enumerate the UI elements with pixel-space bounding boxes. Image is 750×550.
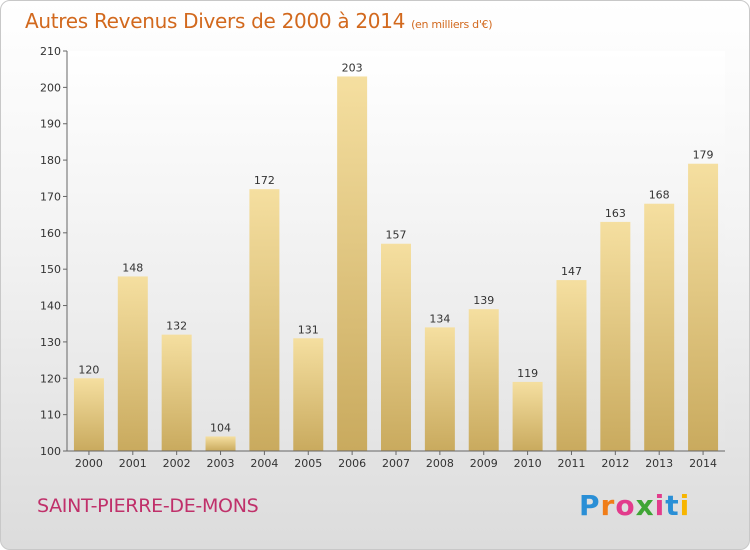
bar-2000 — [73, 378, 104, 451]
value-label-2003: 104 — [210, 421, 231, 434]
bars-group: 120 148 132 104 172 131 203 157 134 139 119 147 163 1… — [73, 61, 719, 452]
bar-2005 — [293, 338, 324, 451]
chart-title-text: Autres Revenus Divers de 2000 à 2014 — [25, 9, 406, 33]
value-label-2009: 139 — [473, 294, 494, 307]
x-tick-label-2014: 2014 — [689, 457, 717, 470]
bar-2007 — [381, 243, 411, 451]
logo-letter: t — [665, 489, 680, 522]
x-tick-label-2003: 2003 — [207, 457, 235, 470]
value-label-2004: 172 — [254, 174, 275, 187]
value-label-2002: 132 — [166, 320, 187, 333]
value-label-2000: 120 — [78, 363, 99, 376]
value-label-2013: 168 — [649, 189, 670, 202]
x-tick-label-2010: 2010 — [514, 457, 542, 470]
y-tick-label: 210 — [40, 45, 61, 58]
chart-title: Autres Revenus Divers de 2000 à 2014 (en … — [25, 9, 493, 33]
x-tick-label-2005: 2005 — [294, 457, 322, 470]
value-label-2008: 134 — [429, 312, 450, 325]
logo-letter: i — [679, 489, 691, 522]
proxiti-logo: Proxiti — [579, 489, 690, 522]
x-tick-label-2002: 2002 — [163, 457, 191, 470]
x-tick-label-2001: 2001 — [119, 457, 147, 470]
logo-letter: o — [615, 489, 636, 522]
bar-2004 — [249, 189, 280, 451]
y-tick-label: 180 — [40, 154, 61, 167]
bar-2014 — [688, 163, 719, 451]
value-label-2011: 147 — [561, 265, 582, 278]
bar-2002 — [161, 334, 192, 451]
y-tick-label: 130 — [40, 336, 61, 349]
bar-2009 — [468, 309, 499, 451]
x-tick-label-2007: 2007 — [382, 457, 410, 470]
value-label-2007: 157 — [386, 229, 407, 242]
y-tick-label: 190 — [40, 118, 61, 131]
logo-letter: x — [635, 489, 655, 522]
y-tick-label: 150 — [40, 263, 61, 276]
value-label-2005: 131 — [298, 323, 319, 336]
logo-letter: r — [600, 489, 616, 522]
x-axis: 2000 2001 2002 2003 2004 2005 2006 2007 2008 2009… — [67, 450, 725, 470]
logo-letter: i — [654, 489, 666, 522]
x-tick-label-2004: 2004 — [250, 457, 278, 470]
bar-2011 — [556, 280, 587, 451]
y-tick-label: 140 — [40, 300, 61, 313]
y-tick-label: 170 — [40, 190, 61, 203]
bar-2012 — [600, 221, 631, 451]
y-tick-label: 110 — [40, 409, 61, 422]
value-label-2014: 179 — [693, 149, 714, 162]
y-tick-label: 100 — [40, 445, 61, 458]
bar-2001 — [117, 276, 148, 451]
x-tick-label-2008: 2008 — [426, 457, 454, 470]
value-label-2006: 203 — [342, 61, 363, 74]
bar-2003 — [205, 436, 236, 451]
town-name: SAINT-PIERRE-DE-MONS — [37, 495, 259, 517]
value-label-2010: 119 — [517, 367, 538, 380]
x-tick-label-2006: 2006 — [338, 457, 366, 470]
x-tick-label-2012: 2012 — [601, 457, 629, 470]
bar-2010 — [512, 381, 543, 451]
value-label-2012: 163 — [605, 207, 626, 220]
x-tick-label-2011: 2011 — [557, 457, 585, 470]
bar-2013 — [644, 203, 675, 451]
logo-letter: P — [579, 489, 601, 522]
value-label-2001: 148 — [122, 261, 143, 274]
y-tick-label: 160 — [40, 227, 61, 240]
bar-2008 — [424, 327, 455, 451]
y-axis: 100 110 120 130 140 150 160 170 180 190 200 210 — [40, 45, 68, 458]
bar-2006 — [337, 76, 368, 452]
y-tick-label: 200 — [40, 81, 61, 94]
x-tick-label-2000: 2000 — [75, 457, 103, 470]
x-tick-label-2013: 2013 — [645, 457, 673, 470]
y-tick-label: 120 — [40, 372, 61, 385]
x-tick-label-2009: 2009 — [470, 457, 498, 470]
chart-unit: (en milliers d'€) — [411, 18, 493, 31]
